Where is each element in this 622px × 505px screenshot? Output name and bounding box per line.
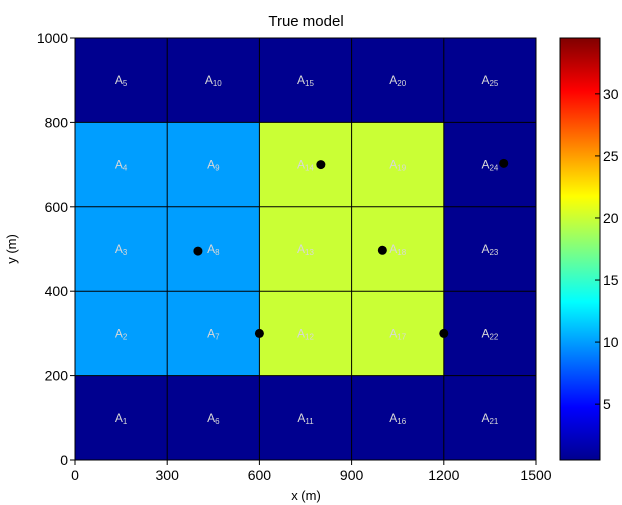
chart-title: True model — [268, 13, 343, 30]
plot-frame — [74, 37, 537, 461]
cell-a5 — [75, 38, 168, 123]
well-point — [377, 245, 387, 255]
y-tick-label: 800 — [45, 114, 69, 130]
cell-label-a11: A11 — [297, 411, 314, 426]
well-point — [439, 328, 449, 338]
cell-label-a2: A2 — [115, 326, 128, 341]
grid-layer — [74, 37, 537, 461]
x-axis-label: x (m) — [291, 488, 321, 503]
cell-a11 — [259, 375, 352, 460]
cell-label-a18: A18 — [389, 242, 406, 257]
cell-label-a20: A20 — [389, 73, 406, 88]
cell-label-a5: A5 — [115, 73, 128, 88]
colorbar-tick-label: 25 — [603, 148, 619, 164]
well-point — [316, 160, 326, 170]
cell-a13 — [259, 206, 352, 292]
y-tick-label: 400 — [45, 283, 69, 299]
cell-a23 — [443, 206, 536, 292]
cell-label-a10: A10 — [205, 73, 222, 88]
cell-label-a14: A14 — [297, 158, 314, 173]
y-axis-label: y (m) — [4, 234, 19, 264]
cell-label-a19: A19 — [389, 158, 406, 173]
cell-label-a9: A9 — [207, 158, 220, 173]
cell-a14 — [259, 122, 352, 207]
cell-label-a12: A12 — [297, 326, 314, 341]
cell-label-a3: A3 — [115, 242, 128, 257]
y-tick-label: 0 — [60, 452, 68, 468]
cell-label-a4: A4 — [115, 158, 128, 173]
cell-label-a17: A17 — [389, 326, 406, 341]
cell-a24 — [443, 122, 536, 207]
cell-label-a25: A25 — [481, 73, 498, 88]
colorbar-tick-label: 20 — [603, 210, 619, 226]
cell-a4 — [75, 122, 168, 207]
colorbar-tick-label: 30 — [603, 86, 619, 102]
cell-label-a8: A8 — [207, 242, 220, 257]
cell-label-a21: A21 — [481, 411, 498, 426]
x-tick-label: 1200 — [428, 467, 459, 483]
cell-a9 — [167, 122, 260, 207]
cell-label-a1: A1 — [115, 411, 128, 426]
cell-a8 — [167, 206, 260, 292]
well-point — [254, 328, 264, 338]
y-tick-label: 600 — [45, 199, 69, 215]
cell-a18 — [351, 206, 444, 292]
cell-a1 — [75, 375, 168, 460]
well-point — [499, 158, 509, 168]
cell-a25 — [443, 38, 536, 123]
colorbar — [559, 37, 601, 461]
x-tick-label: 300 — [156, 467, 180, 483]
cell-a22 — [443, 291, 536, 376]
cell-a2 — [75, 291, 168, 376]
cell-label-a13: A13 — [297, 242, 314, 257]
colorbar-tick-label: 15 — [603, 272, 619, 288]
y-axis-ticks: 0 200 400 600 800 1000 — [37, 30, 75, 468]
cell-label-a16: A16 — [389, 411, 406, 426]
well-point — [193, 246, 203, 256]
colorbar-tick-label: 5 — [603, 396, 611, 412]
cell-a10 — [167, 38, 260, 123]
cell-label-a22: A22 — [481, 326, 498, 341]
colorbar-ticks: 5 10 15 20 25 30 — [595, 86, 619, 412]
points-layer — [193, 158, 509, 338]
x-tick-label: 900 — [340, 467, 364, 483]
cells-layer — [75, 38, 536, 460]
cell-label-a6: A6 — [207, 411, 220, 426]
cell-label-a7: A7 — [207, 326, 220, 341]
cell-a12 — [259, 291, 352, 376]
cell-a6 — [167, 375, 260, 460]
cell-a17 — [351, 291, 444, 376]
y-tick-label: 200 — [45, 368, 69, 384]
cell-a20 — [351, 38, 444, 123]
cell-label-a24: A24 — [481, 158, 498, 173]
cell-label-a15: A15 — [297, 73, 314, 88]
x-tick-label: 1500 — [520, 467, 551, 483]
cell-a7 — [167, 291, 260, 376]
y-tick-label: 1000 — [37, 30, 68, 46]
cell-a19 — [351, 122, 444, 207]
x-tick-label: 0 — [71, 467, 79, 483]
cell-a15 — [259, 38, 352, 123]
cell-labels-layer: A1 A2 A3 A4 A5 A6 A7 A8 A9 A10 A11 A12 A13 A14 A15 A16 A… — [115, 73, 499, 426]
x-tick-label: 600 — [248, 467, 272, 483]
x-axis-ticks: 0 300 600 900 1200 1500 — [71, 460, 552, 483]
cell-a21 — [443, 375, 536, 460]
cell-label-a23: A23 — [481, 242, 498, 257]
colorbar-tick-label: 10 — [603, 334, 619, 350]
cell-a3 — [75, 206, 168, 292]
cell-a16 — [351, 375, 444, 460]
